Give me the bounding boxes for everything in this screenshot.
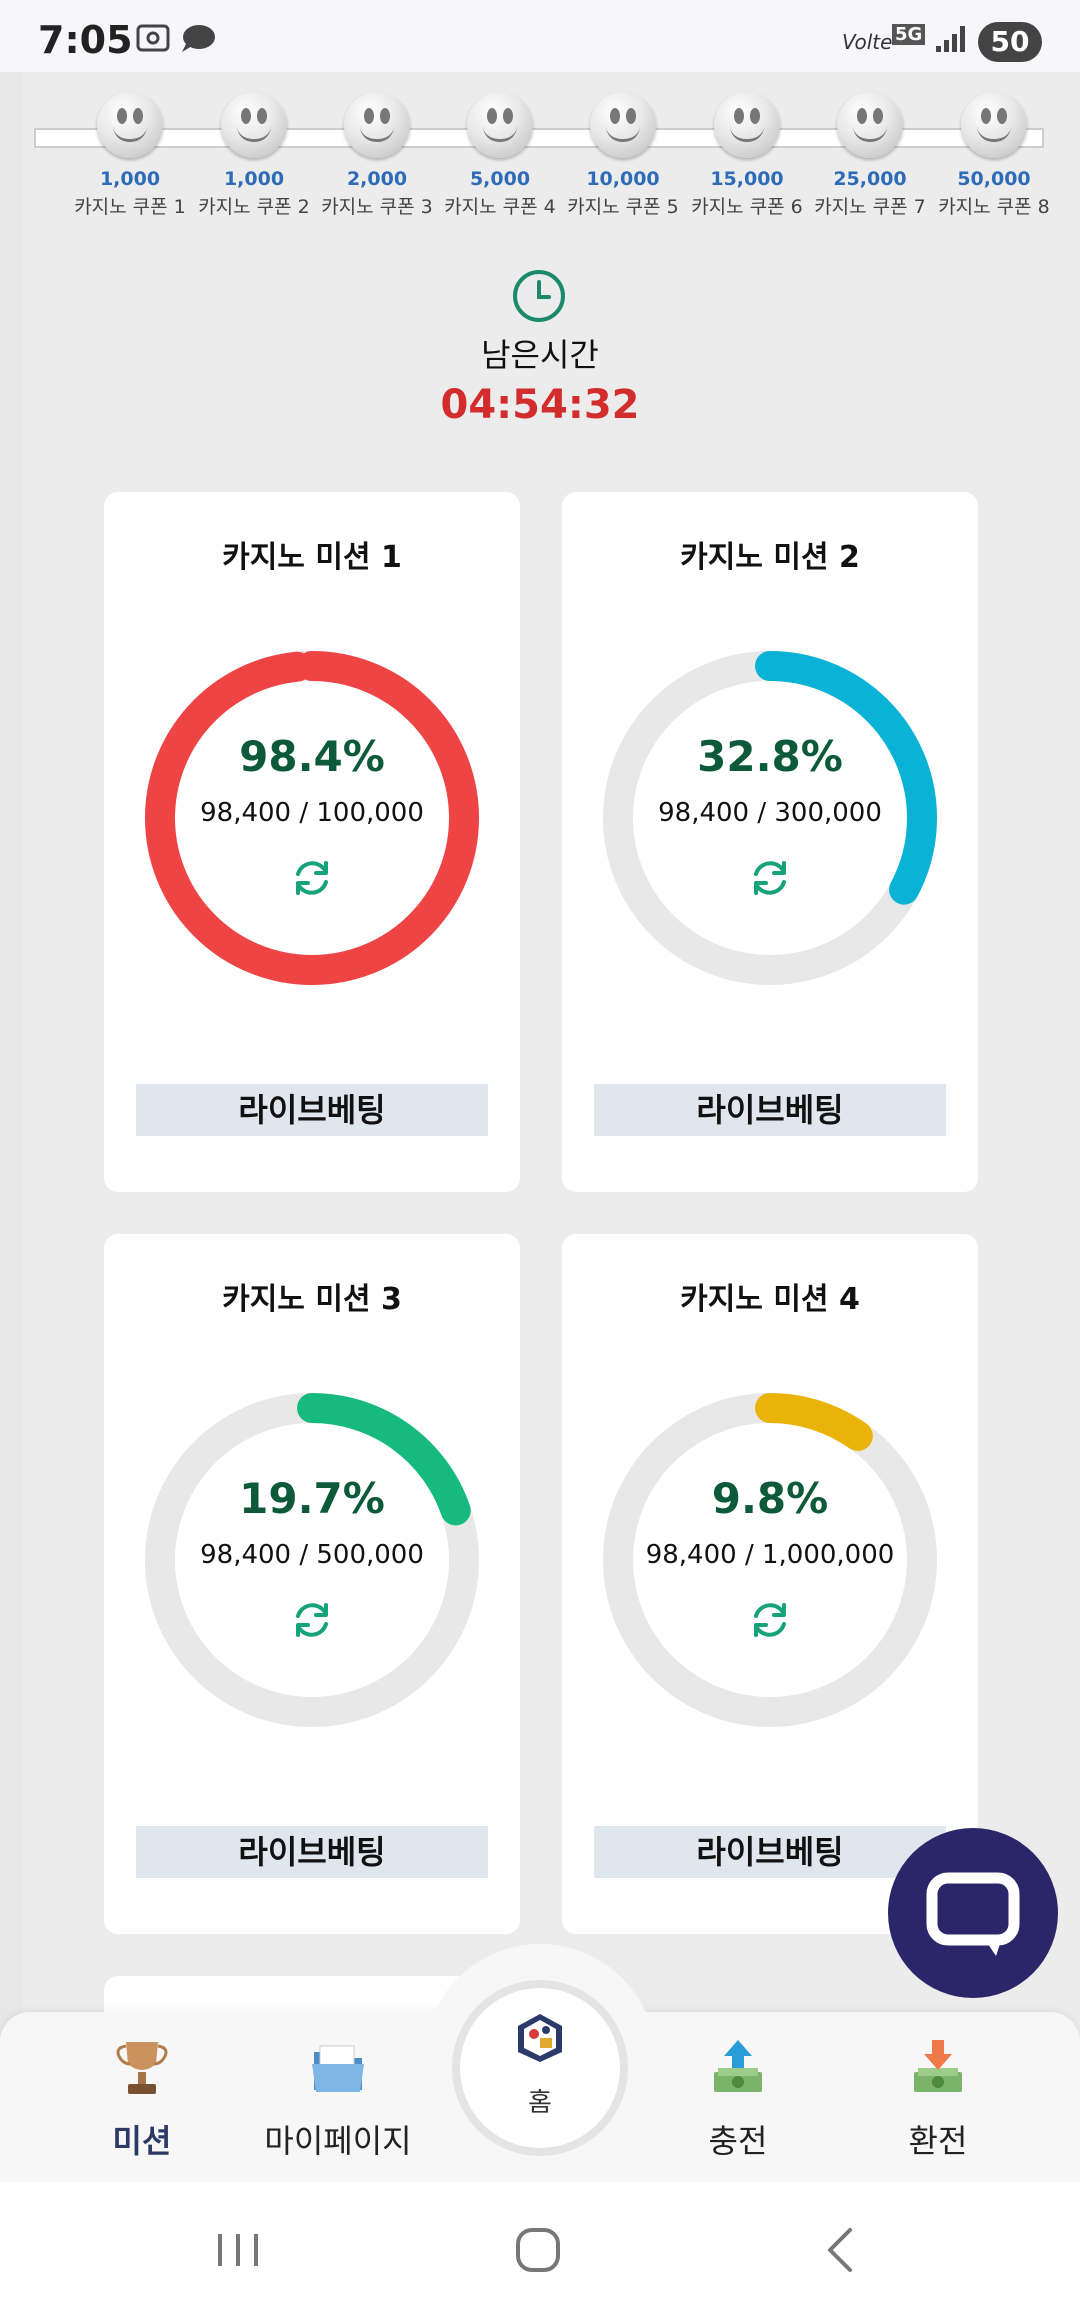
- smiley-icon: [961, 92, 1027, 158]
- money-upload-icon: [714, 2040, 762, 2092]
- live-betting-button[interactable]: 라이브베팅: [136, 1826, 488, 1878]
- page-edge: [0, 72, 22, 2182]
- live-betting-button[interactable]: 라이브베팅: [136, 1084, 488, 1136]
- coupon-item[interactable]: 5,000 카지노 쿠폰 4: [438, 92, 562, 219]
- mission-card: 카지노 미션 1 98.4% 98,400 / 100,000 라이브베팅: [104, 492, 520, 1192]
- mission-percent: 19.7%: [239, 1474, 385, 1523]
- coupon-item[interactable]: 25,000 카지노 쿠폰 7: [808, 92, 932, 219]
- coupon-item[interactable]: 2,000 카지노 쿠폰 3: [315, 92, 439, 219]
- smiley-icon: [467, 92, 533, 158]
- system-navigation-bar: [0, 2182, 1080, 2316]
- status-bar: 7:05 Volte 5G 50: [0, 0, 1080, 72]
- mission-title: 카지노 미션 3: [222, 1282, 402, 1317]
- network-indicator: 5G: [892, 24, 926, 45]
- folder-icon: [312, 2045, 364, 2092]
- refresh-icon[interactable]: [288, 854, 336, 902]
- mission-percent: 98.4%: [239, 732, 385, 781]
- smiley-icon: [97, 92, 163, 158]
- remaining-time-label: 남은시간: [481, 336, 599, 374]
- live-betting-button[interactable]: 라이브베팅: [594, 1084, 946, 1136]
- coupon-item[interactable]: 1,000 카지노 쿠폰 1: [68, 92, 192, 219]
- refresh-icon[interactable]: [746, 854, 794, 902]
- mission-card: 카지노 미션 4 9.8% 98,400 / 1,000,000 라이브베팅: [562, 1234, 978, 1934]
- coupon-item[interactable]: 10,000 카지노 쿠폰 5: [561, 92, 685, 219]
- money-download-icon: [914, 2040, 962, 2092]
- mission-title: 카지노 미션 1: [222, 540, 402, 575]
- screenshot-icon: [136, 24, 170, 52]
- coupon-amount: 1,000: [223, 168, 285, 190]
- remaining-time-value: 04:54:32: [440, 382, 640, 428]
- progress-ring: [145, 651, 479, 985]
- recent-apps-icon[interactable]: [208, 2220, 268, 2280]
- coupon-amount: 50,000: [957, 168, 1031, 190]
- mission-ratio: 98,400 / 1,000,000: [645, 1540, 895, 1570]
- volte-indicator: Volte: [842, 30, 893, 54]
- mission-ratio: 98,400 / 100,000: [200, 798, 424, 828]
- battery-indicator: 50: [978, 22, 1042, 62]
- chat-bubble-icon: [926, 1872, 1020, 1956]
- coupon-name: 카지노 쿠폰 5: [567, 196, 679, 218]
- clock-icon: [513, 270, 565, 322]
- smiley-icon: [837, 92, 903, 158]
- smiley-icon: [221, 92, 287, 158]
- trophy-icon: [116, 2042, 168, 2094]
- progress-ring: [603, 1393, 937, 1727]
- mission-title: 카지노 미션 4: [680, 1282, 860, 1317]
- nav-home[interactable]: [452, 1980, 628, 2156]
- refresh-icon[interactable]: [288, 1596, 336, 1644]
- mission-ratio: 98,400 / 500,000: [200, 1540, 424, 1570]
- nav-mission[interactable]: 미션: [42, 2036, 242, 2162]
- coupon-amount: 15,000: [710, 168, 784, 190]
- messenger-icon: [182, 25, 215, 52]
- nav-exchange[interactable]: 환전: [838, 2036, 1038, 2162]
- coupon-amount: 2,000: [346, 168, 408, 190]
- mission-percent: 9.8%: [711, 1474, 829, 1523]
- progress-ring: [145, 1393, 479, 1727]
- chat-button[interactable]: [888, 1828, 1058, 1998]
- status-time: 7:05: [38, 18, 133, 62]
- nav-mission-label: 미션: [112, 2122, 172, 2160]
- home-system-icon[interactable]: [508, 2220, 568, 2280]
- mission-percent: 32.8%: [697, 732, 843, 781]
- coupon-amount: 1,000: [99, 168, 161, 190]
- coupon-name: 카지노 쿠폰 6: [691, 196, 803, 218]
- coupon-amount: 25,000: [833, 168, 907, 190]
- coupon-name: 카지노 쿠폰 3: [321, 196, 433, 218]
- refresh-icon[interactable]: [746, 1596, 794, 1644]
- coupon-item[interactable]: 50,000 카지노 쿠폰 8: [932, 92, 1056, 219]
- mission-card: 카지노 미션 3 19.7% 98,400 / 500,000 라이브베팅: [104, 1234, 520, 1934]
- live-betting-button[interactable]: 라이브베팅: [594, 1826, 946, 1878]
- coupon-name: 카지노 쿠폰 1: [74, 196, 186, 218]
- smiley-icon: [590, 92, 656, 158]
- nav-home-label: 홈: [528, 2088, 552, 2118]
- mission-ratio: 98,400 / 300,000: [658, 798, 882, 828]
- coupon-name: 카지노 쿠폰 4: [444, 196, 556, 218]
- nav-charge-label: 충전: [708, 2122, 768, 2160]
- mission-card: 카지노 미션 2 32.8% 98,400 / 300,000 라이브베팅: [562, 492, 978, 1192]
- nav-mypage-label: 마이페이지: [264, 2122, 412, 2160]
- mission-title: 카지노 미션 2: [680, 540, 860, 575]
- nav-charge[interactable]: 충전: [638, 2036, 838, 2162]
- coupon-item[interactable]: 15,000 카지노 쿠폰 6: [685, 92, 809, 219]
- coupon-track: [34, 128, 1044, 148]
- coupon-name: 카지노 쿠폰 7: [814, 196, 926, 218]
- back-icon[interactable]: [812, 2220, 872, 2280]
- signal-icon: [936, 26, 965, 52]
- coupon-name: 카지노 쿠폰 2: [198, 196, 310, 218]
- coupon-item[interactable]: 1,000 카지노 쿠폰 2: [192, 92, 316, 219]
- casino-home-icon: [518, 2014, 562, 2062]
- nav-exchange-label: 환전: [908, 2122, 968, 2160]
- progress-ring: [603, 651, 937, 985]
- coupon-amount: 5,000: [469, 168, 531, 190]
- smiley-icon: [714, 92, 780, 158]
- coupon-amount: 10,000: [586, 168, 660, 190]
- coupon-name: 카지노 쿠폰 8: [938, 196, 1050, 218]
- smiley-icon: [344, 92, 410, 158]
- nav-mypage[interactable]: 마이페이지: [238, 2036, 438, 2162]
